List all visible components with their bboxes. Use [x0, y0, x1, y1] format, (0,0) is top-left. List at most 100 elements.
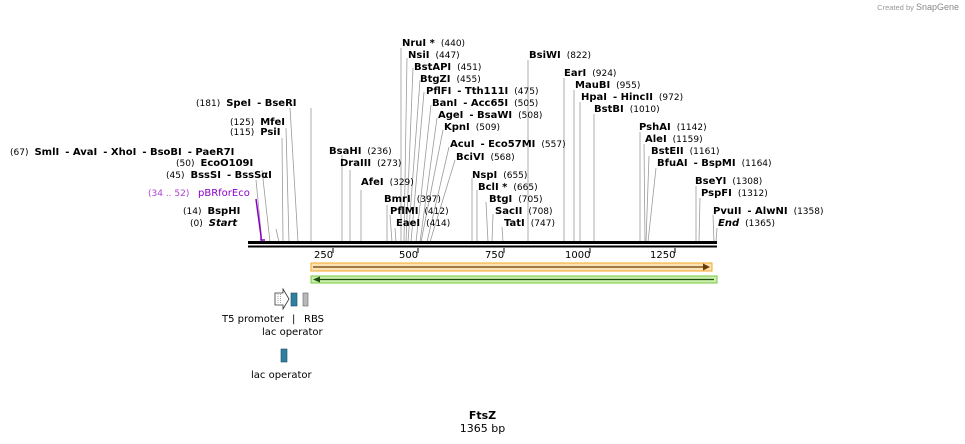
- sequence-bar[interactable]: [248, 241, 717, 248]
- site-label-bcli[interactable]: BclI * (665): [478, 182, 538, 193]
- primer-pbrforeco[interactable]: (34 .. 52) pBRforEco: [148, 188, 265, 241]
- enzyme-name: BtgI: [489, 194, 512, 205]
- site-label-btgi[interactable]: BtgI (705): [489, 194, 542, 205]
- orange-arrow-head-icon: [703, 263, 710, 271]
- site-position: (329): [390, 178, 414, 188]
- site-label-tati[interactable]: TatI (747): [504, 218, 555, 229]
- enzyme-name: SmlI: [34, 147, 59, 158]
- lac-operator-box-1[interactable]: [290, 292, 298, 307]
- site-label-pvuii[interactable]: PvuII - AlwNI (1358): [713, 206, 824, 217]
- site-label-eaei[interactable]: EaeI (414): [396, 218, 450, 229]
- site-label-pflfi[interactable]: PflFI - Tth111I (475): [426, 86, 538, 97]
- green-reverse-feature[interactable]: [310, 275, 718, 284]
- site-label-bsssi[interactable]: (45) BssSI - BssSαI: [166, 170, 272, 181]
- enzyme-name: TatI: [504, 218, 525, 229]
- t5-promoter-feature[interactable]: [274, 287, 290, 311]
- site-label-pflmi[interactable]: PflMI (412): [390, 206, 449, 217]
- site-label-pspfi[interactable]: PspFI (1312): [701, 188, 768, 199]
- site-position: (924): [592, 69, 616, 79]
- site-position: (747): [531, 219, 555, 229]
- site-label-spei[interactable]: (181) SpeI - BseRI: [196, 98, 297, 109]
- site-label-nrui[interactable]: NruI * (440): [402, 38, 465, 49]
- enzyme-name: - HincII: [613, 92, 653, 103]
- enzyme-name: BssSI: [190, 170, 220, 181]
- site-label-maubi[interactable]: MauBI (955): [575, 80, 640, 91]
- enzyme-name: NspI: [472, 170, 497, 181]
- lac-operator-box-2[interactable]: [280, 348, 288, 363]
- site-label-bcivi[interactable]: BciVI (568): [456, 152, 515, 163]
- ruler-tick-label: 1250: [650, 250, 675, 261]
- enzyme-name: AfeI: [361, 177, 384, 188]
- site-label-start[interactable]: (0) Start: [190, 218, 238, 229]
- site-label-bani[interactable]: BanI - Acc65I (505): [432, 98, 538, 109]
- site-label-bstapi[interactable]: BstAPI (451): [414, 62, 481, 73]
- site-label-draiii[interactable]: DraIII (273): [340, 158, 401, 169]
- enzyme-name: DraIII: [340, 158, 371, 169]
- promoter-arrow-icon: [274, 287, 290, 311]
- enzyme-name: PshAI: [639, 122, 671, 133]
- enzyme-name: KpnI: [444, 122, 470, 133]
- lac-operator-label-2: lac operator: [251, 370, 312, 381]
- site-position: (181): [196, 99, 220, 109]
- rbs-label: RBS: [304, 314, 324, 325]
- site-position: (972): [659, 93, 683, 103]
- enzyme-name: PspFI: [701, 188, 732, 199]
- site-label-kpni[interactable]: KpnI (509): [444, 122, 500, 133]
- site-label-psii[interactable]: (115) PsiI: [230, 127, 280, 138]
- enzyme-name: BstEII: [651, 146, 684, 157]
- site-label-eco[interactable]: (50) EcoO109I: [176, 158, 253, 169]
- enzyme-name: MfeI: [260, 117, 285, 128]
- site-label-afei[interactable]: AfeI (329): [361, 177, 414, 188]
- enzyme-name: AgeI: [438, 110, 463, 121]
- site-label-bstbi[interactable]: BstBI (1010): [594, 104, 660, 115]
- site-label-agei[interactable]: AgeI - BsaWI (508): [438, 110, 542, 121]
- sequence-strand-top: [248, 241, 717, 244]
- site-label-hpai[interactable]: HpaI - HincII (972): [581, 92, 683, 103]
- site-label-bseyi[interactable]: BseYI (1308): [695, 176, 762, 187]
- enzyme-name: BmrI: [384, 194, 411, 205]
- site-label-end[interactable]: End (1365): [718, 218, 775, 229]
- site-position: (1159): [673, 135, 703, 145]
- site-position: (455): [457, 75, 481, 85]
- restriction-sites: (67) SmlI - AvaI - XhoI - BsoBI - PaeR7I (181)…: [10, 38, 824, 229]
- rbs-box[interactable]: [302, 292, 309, 307]
- enzyme-name: PflMI: [390, 206, 418, 217]
- site-label-alei[interactable]: AleI (1159): [645, 134, 703, 145]
- site-label-bmri[interactable]: BmrI (397): [384, 194, 441, 205]
- site-position: (557): [541, 140, 565, 150]
- site-label-bsahi[interactable]: BsaHI (236): [329, 146, 392, 157]
- site-position: (1308): [732, 177, 762, 187]
- enzyme-name: SpeI: [226, 98, 251, 109]
- site-label-bfuai[interactable]: BfuAI - BspMI (1164): [657, 158, 772, 169]
- site-label-bsphi[interactable]: (14) BspHI: [183, 206, 240, 217]
- site-label-bsiwi[interactable]: BsiWI (822): [529, 50, 591, 61]
- site-label-nsii[interactable]: NsiI (447): [408, 50, 460, 61]
- site-position: (475): [514, 87, 538, 97]
- primer-name: pBRforEco: [198, 188, 250, 199]
- ruler-tick-label: 750: [485, 250, 504, 261]
- primer-range: (34 .. 52): [148, 189, 189, 199]
- site-position: (125): [230, 118, 254, 128]
- site-label-acui[interactable]: AcuI - Eco57MI (557): [450, 139, 566, 150]
- site-position: (451): [457, 63, 481, 73]
- site-label-pshai[interactable]: PshAI (1142): [639, 122, 707, 133]
- site-label-nspi[interactable]: NspI (655): [472, 170, 527, 181]
- site-label-sacii[interactable]: SacII (708): [495, 206, 553, 217]
- sequence-strand-bottom: [248, 245, 717, 248]
- site-position: (273): [377, 159, 401, 169]
- site-leader-lines: [255, 48, 718, 243]
- ruler-tick-label: 500: [399, 250, 418, 261]
- site-position: (509): [476, 123, 500, 133]
- site-label-smli[interactable]: (67) SmlI - AvaI - XhoI - BsoBI - PaeR7I: [10, 147, 234, 158]
- enzyme-name: - BseRI: [257, 98, 296, 109]
- site-label-btgzi[interactable]: BtgZI (455): [420, 74, 481, 85]
- site-position: (1010): [630, 105, 660, 115]
- site-label-eari[interactable]: EarI (924): [564, 68, 616, 79]
- site-label-bsteii[interactable]: BstEII (1161): [651, 146, 720, 157]
- site-position: (508): [518, 111, 542, 121]
- site-position: (45): [166, 171, 184, 181]
- enzyme-name: Start: [209, 218, 239, 229]
- orange-forward-feature[interactable]: [310, 262, 713, 272]
- site-label-mfei[interactable]: (125) MfeI: [230, 117, 285, 128]
- enzyme-name: BciVI: [456, 152, 484, 163]
